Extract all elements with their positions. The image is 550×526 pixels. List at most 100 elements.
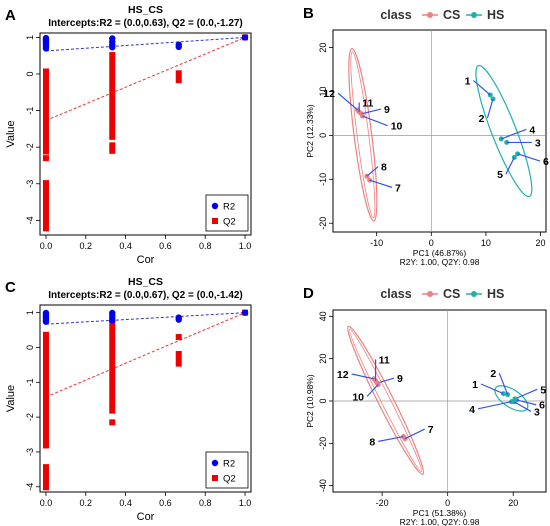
confidence-ellipse-cs bbox=[348, 48, 378, 222]
confidence-ellipse-inner-cs bbox=[349, 328, 423, 473]
sample-label: 3 bbox=[534, 406, 540, 418]
legend-marker-r2 bbox=[211, 202, 219, 210]
x-tick-label: -20 bbox=[376, 498, 389, 508]
label-arrow bbox=[486, 98, 494, 119]
legend-box bbox=[205, 194, 249, 232]
panel-a: A 0.0 0.2 0.4 0.6 0.8 1.0 -4 -3 -2 -1 0 1 Cor Value HS_… bbox=[5, 4, 252, 266]
label-arrow bbox=[362, 115, 388, 127]
panel-letter: D bbox=[303, 285, 314, 302]
plot-frame bbox=[332, 29, 547, 233]
q2-point bbox=[109, 142, 116, 149]
plot-frame bbox=[39, 32, 252, 236]
q2-point-column bbox=[175, 70, 182, 84]
y-tick-label: 40 bbox=[318, 311, 328, 321]
label-arrow bbox=[366, 166, 379, 177]
legend-label-hs: HS bbox=[487, 287, 504, 301]
sample-label: 3 bbox=[535, 137, 541, 149]
chart-title: HS_CS bbox=[128, 4, 163, 16]
x-tick-label: 20 bbox=[536, 238, 546, 248]
intercept-line-q2 bbox=[45, 36, 246, 121]
sample-label: 6 bbox=[539, 400, 545, 412]
panel-letter: A bbox=[5, 7, 16, 24]
y-tick-label: 20 bbox=[318, 354, 328, 364]
legend-marker-q2 bbox=[212, 475, 218, 481]
q2-point-column bbox=[42, 180, 49, 232]
x-tick-label: 0.6 bbox=[159, 241, 172, 251]
legend-title: class bbox=[380, 8, 411, 22]
x-tick-label: 0.6 bbox=[159, 498, 172, 508]
q2-point-column bbox=[175, 350, 182, 367]
y-tick-label: 1 bbox=[25, 35, 35, 40]
confidence-ellipse-hs bbox=[475, 64, 533, 198]
legend-label-q2: Q2 bbox=[223, 474, 236, 485]
legend-label-r2: R2 bbox=[223, 459, 235, 470]
label-arrow bbox=[516, 399, 537, 406]
legend-marker-r2 bbox=[211, 459, 219, 467]
label-arrow bbox=[473, 80, 491, 96]
sample-label: 7 bbox=[428, 424, 434, 436]
panel-d: D -20 0 20 -40 -20 0 20 40 PC1 (51.38%) PC2 (10.98… bbox=[303, 285, 547, 526]
x-tick-label: 0.8 bbox=[199, 241, 212, 251]
sample-label: 12 bbox=[337, 369, 349, 381]
legend-marker-hs bbox=[471, 12, 477, 18]
y-tick-label: -10 bbox=[318, 173, 328, 186]
panel-b: B -10 0 10 20 -20 -10 0 10 20 PC1 (46.87%) PC2 (12.… bbox=[303, 5, 549, 267]
legend-label-hs: HS bbox=[487, 8, 504, 22]
sample-label: 12 bbox=[323, 88, 335, 100]
sample-label: 4 bbox=[469, 404, 475, 416]
confidence-ellipse-hs bbox=[494, 385, 529, 412]
q2-point-column bbox=[42, 331, 49, 449]
label-arrow bbox=[477, 401, 512, 410]
label-arrow bbox=[517, 153, 541, 162]
q2-point-column bbox=[42, 68, 49, 155]
r2-point bbox=[241, 309, 249, 316]
y-tick-label: 0 bbox=[25, 345, 35, 350]
model-stats: R2Y: 1.00, Q2Y: 0.98 bbox=[400, 517, 480, 526]
legend-title: class bbox=[380, 287, 411, 301]
label-arrow bbox=[514, 388, 538, 400]
sample-label: 5 bbox=[497, 169, 503, 181]
y-tick-label: 20 bbox=[318, 43, 328, 53]
sample-label: 1 bbox=[472, 379, 478, 391]
chart-title: HS_CS bbox=[128, 276, 163, 288]
y-axis-label: PC2 (10.98%) bbox=[305, 374, 315, 428]
sample-label: 2 bbox=[479, 113, 485, 125]
r2-point bbox=[175, 43, 182, 51]
q2-point bbox=[109, 419, 116, 426]
x-tick-label: 10 bbox=[481, 238, 491, 248]
r2-point bbox=[42, 318, 50, 325]
label-arrow bbox=[480, 383, 504, 395]
sample-label: 8 bbox=[381, 162, 387, 174]
label-arrow bbox=[351, 373, 375, 380]
y-axis-label: Value bbox=[5, 385, 17, 412]
panel-letter: C bbox=[5, 279, 16, 296]
y-tick-label: -3 bbox=[25, 448, 35, 456]
q2-point-column bbox=[109, 52, 116, 140]
label-arrow bbox=[361, 108, 382, 115]
label-arrow bbox=[369, 179, 393, 188]
y-tick-label: -1 bbox=[25, 378, 35, 386]
label-arrow bbox=[498, 372, 509, 395]
chart-subtitle: Intercepts:R2 = (0.0,0.67), Q2 = (0.0,-1… bbox=[48, 290, 243, 301]
y-tick-label: -40 bbox=[318, 479, 328, 492]
intercept-line-r2 bbox=[45, 36, 246, 52]
legend-label-cs: CS bbox=[443, 8, 460, 22]
y-axis-label: Value bbox=[5, 120, 17, 147]
legend-marker-cs bbox=[427, 291, 433, 297]
legend-marker-q2 bbox=[212, 218, 218, 224]
y-tick-label: -20 bbox=[318, 437, 328, 450]
x-tick-label: 0.2 bbox=[80, 241, 93, 251]
sample-label: 9 bbox=[384, 104, 390, 116]
x-tick-label: 1.0 bbox=[239, 241, 252, 251]
model-stats: R2Y: 1.00, Q2Y: 0.98 bbox=[400, 257, 480, 267]
legend-label-r2: R2 bbox=[223, 202, 235, 213]
sample-label: 7 bbox=[395, 182, 401, 194]
x-tick-label: 20 bbox=[508, 498, 518, 508]
confidence-ellipse-cs bbox=[347, 325, 425, 476]
q2-point bbox=[109, 147, 116, 154]
x-axis-label: PC1 (46.87%) bbox=[413, 248, 467, 258]
y-tick-label: 10 bbox=[318, 86, 328, 96]
sample-label: 10 bbox=[352, 391, 364, 403]
y-tick-label: -2 bbox=[25, 413, 35, 421]
